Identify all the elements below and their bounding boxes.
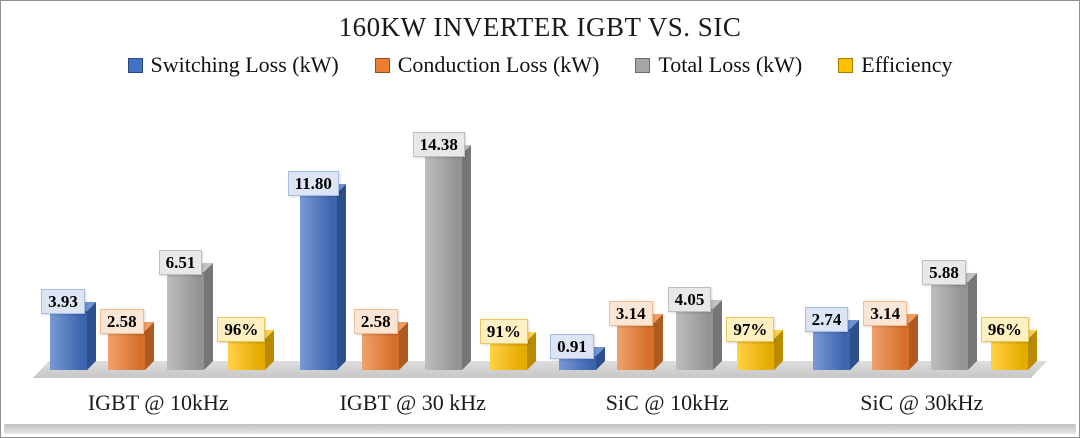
bar-cluster: 2.74 3.14 5.88 96%: [804, 132, 1038, 370]
bar-with-label: 5.88: [922, 259, 977, 370]
bar-group: 0.91 3.14 4.05 97%: [540, 132, 795, 370]
category-label: SiC @ 30kHz: [860, 390, 984, 415]
bar: [871, 314, 918, 370]
legend-item: Total Loss (kW): [635, 52, 802, 78]
bar-side-face: [654, 314, 664, 370]
bar: [167, 263, 213, 370]
bar-side-face: [1028, 330, 1038, 370]
bar: [676, 300, 722, 370]
bar-side-face: [773, 330, 783, 370]
bar-side-face: [908, 314, 918, 370]
bar-with-label: 2.58: [353, 308, 409, 370]
plot-floor: [33, 361, 1047, 378]
bar-side-face: [145, 322, 155, 370]
legend-swatch-icon: [838, 57, 854, 73]
bar: [490, 332, 537, 370]
bar-with-label: 3.14: [608, 300, 664, 370]
plot-area: 3.93 2.58 6.51 96% 11.80 2.58 14.38 91% 0.91 3.14…: [31, 78, 1049, 382]
bar-value-label: 11.80: [287, 170, 339, 196]
legend-swatch-icon: [374, 57, 390, 73]
bar-cluster: 11.80 2.58 14.38 91%: [287, 131, 537, 370]
bar-with-label: 96%: [217, 316, 274, 370]
bar: [991, 330, 1038, 370]
bar-value-label: 2.58: [99, 308, 144, 334]
category-label: IGBT @ 30 kHz: [339, 390, 486, 415]
bar-side-face: [967, 273, 977, 370]
bar-with-label: 3.93: [41, 288, 96, 370]
bar-with-label: 11.80: [287, 170, 346, 370]
legend-item: Efficiency: [838, 52, 952, 78]
bar-with-label: 2.58: [99, 308, 155, 370]
bar-side-face: [336, 184, 346, 370]
bar-group: 2.74 3.14 5.88 96%: [795, 132, 1050, 370]
bar: [49, 302, 96, 370]
bar-side-face: [86, 302, 96, 370]
legend-label: Total Loss (kW): [658, 52, 803, 77]
bar: [813, 320, 859, 370]
bar-with-label: 6.51: [158, 249, 213, 370]
legend-label: Switching Loss (kW): [150, 52, 339, 77]
bar-cluster: 0.91 3.14 4.05 97%: [550, 132, 783, 370]
chart-base: [4, 424, 1076, 434]
bar-group: 3.93 2.58 6.51 96%: [31, 132, 286, 370]
bar-with-label: 97%: [726, 316, 783, 370]
bar-side-face: [527, 332, 537, 370]
bar-cluster: 3.93 2.58 6.51 96%: [41, 132, 274, 370]
chart-title: 160KW INVERTER IGBT VS. SIC: [338, 12, 742, 42]
bar-value-label: 5.88: [922, 259, 966, 285]
bar-value-label: 0.91: [550, 333, 594, 359]
bar: [617, 314, 664, 370]
bar-with-label: 14.38: [412, 131, 472, 370]
bar-value-label: 2.74: [804, 306, 849, 332]
bar-side-face: [462, 145, 472, 370]
bar-with-label: 4.05: [667, 286, 722, 370]
bar: [362, 322, 409, 370]
legend: Switching Loss (kW) Conduction Loss (kW) T…: [1, 52, 1079, 78]
bar-value-label: 96%: [217, 316, 266, 342]
bar: [108, 322, 155, 370]
bar-value-label: 6.51: [158, 249, 203, 275]
bar-side-face: [399, 322, 409, 370]
bar-with-label: 91%: [479, 318, 537, 370]
bar-group: 11.80 2.58 14.38 91%: [286, 131, 541, 370]
bar-with-label: 3.14: [863, 300, 918, 370]
legend-item: Switching Loss (kW): [127, 52, 339, 78]
bar-value-label: 97%: [726, 316, 775, 342]
bar-value-label: 91%: [479, 318, 528, 344]
legend-item: Conduction Loss (kW): [374, 52, 600, 78]
bar-with-label: 0.91: [550, 333, 605, 370]
bar-value-label: 3.14: [608, 300, 653, 326]
legend-label: Conduction Loss (kW): [397, 52, 600, 77]
bar-value-label: 4.05: [667, 286, 712, 312]
bar: [930, 273, 977, 370]
bar: [227, 330, 274, 370]
legend-label: Efficiency: [861, 52, 953, 77]
bar-value-label: 3.14: [863, 300, 908, 326]
bar-side-face: [713, 300, 722, 370]
bar: [558, 347, 605, 370]
bar-value-label: 3.93: [41, 288, 85, 314]
bar-value-label: 96%: [980, 316, 1029, 342]
legend-swatch-icon: [127, 57, 143, 73]
bar: [425, 145, 472, 370]
legend-swatch-icon: [635, 57, 651, 73]
bar-side-face: [204, 263, 213, 370]
category-label: IGBT @ 10kHz: [87, 390, 229, 415]
bar: [736, 330, 783, 370]
bar-side-face: [850, 320, 859, 370]
bar-side-face: [264, 330, 274, 370]
bar-with-label: 96%: [980, 316, 1038, 370]
bar-groups: 3.93 2.58 6.51 96% 11.80 2.58 14.38 91% 0.91 3.14…: [31, 131, 1050, 370]
bar: [299, 184, 346, 370]
bar-with-label: 2.74: [804, 306, 859, 370]
bar-value-label: 2.58: [353, 308, 398, 334]
category-axis: IGBT @ 10kHz IGBT @ 30 kHz SiC @ 10kHz SiC …: [31, 384, 1049, 422]
category-label: SiC @ 10kHz: [605, 390, 729, 415]
bar-value-label: 14.38: [412, 131, 465, 157]
